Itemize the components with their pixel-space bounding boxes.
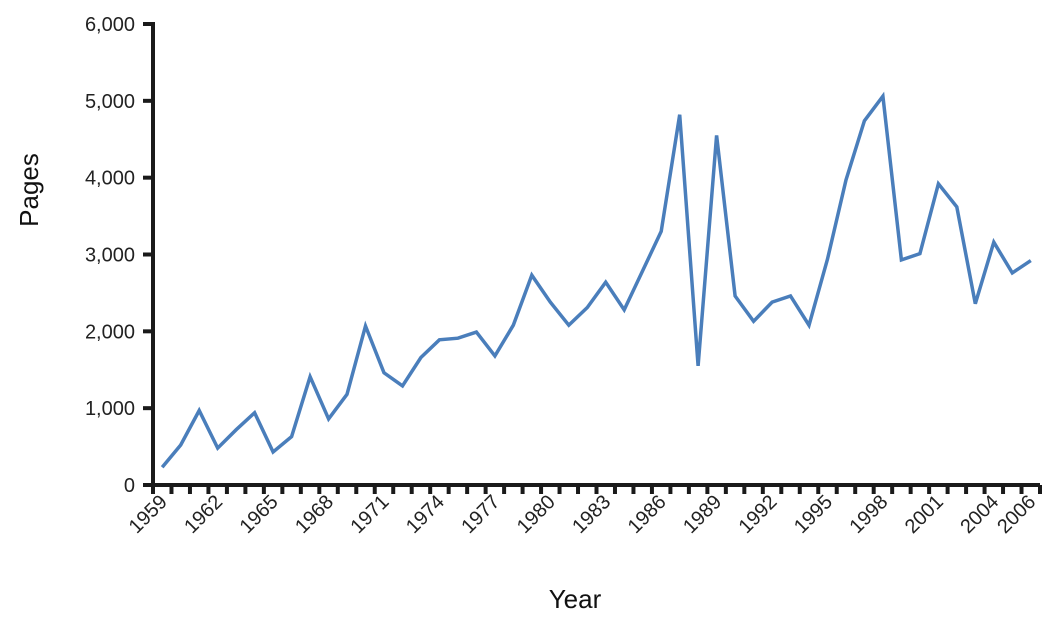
- y-tick-label: 2,000: [85, 321, 135, 343]
- x-tick-label: 2001: [901, 491, 948, 538]
- x-tick-label: 1995: [790, 491, 837, 538]
- x-tick-label: 1986: [624, 491, 671, 538]
- x-tick-label: 1992: [735, 491, 782, 538]
- x-tick-label: 1974: [402, 491, 449, 538]
- x-tick-label: 1965: [236, 491, 283, 538]
- plot-area: [160, 91, 1032, 469]
- y-tick-label: 5,000: [85, 91, 135, 113]
- x-tick-label: 1959: [125, 491, 172, 538]
- x-tick-label: 2004: [956, 491, 1003, 538]
- y-tick-label: 4,000: [85, 168, 135, 190]
- y-tick-label: 0: [124, 475, 135, 497]
- y-axis: 0 1,000 2,000 3,000 4,000 5,000 6,000: [85, 14, 155, 497]
- x-tick-label: 1977: [457, 491, 504, 538]
- x-tick-label: 1962: [180, 491, 227, 538]
- x-tick-label: 1983: [568, 491, 615, 538]
- y-tick-label: 3,000: [85, 245, 135, 267]
- y-tick-label: 6,000: [85, 14, 135, 36]
- x-tick-label: 1998: [845, 491, 892, 538]
- x-axis: 1959 1962 1965 1968 1971 1974 1977 1980 1983 1986…: [125, 483, 1042, 538]
- y-tick-label: 1,000: [85, 398, 135, 420]
- y-axis-label: Pages: [14, 153, 44, 227]
- x-tick-label: 1968: [291, 491, 338, 538]
- series-line-pages: [160, 91, 1032, 469]
- x-tick-label: 1980: [513, 491, 560, 538]
- x-tick-label: 2006: [993, 491, 1040, 538]
- x-tick-label: 1989: [679, 491, 726, 538]
- x-tick-label: 1971: [347, 491, 394, 538]
- x-axis-label: Year: [549, 584, 602, 614]
